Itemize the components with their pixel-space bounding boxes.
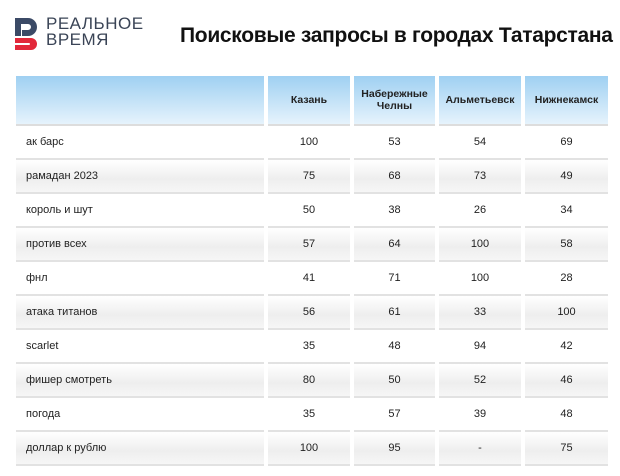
- page-title: Поисковые запросы в городах Татарстана: [180, 24, 613, 47]
- query-cell: король и шут: [16, 194, 264, 228]
- table-row: погода 35 57 39 48: [16, 398, 608, 432]
- query-cell: фишер смотреть: [16, 364, 264, 398]
- value-cell: 100: [439, 262, 521, 296]
- query-cell: против всех: [16, 228, 264, 262]
- value-cell: 48: [354, 330, 435, 364]
- header-query: [16, 76, 264, 126]
- table-row: рамадан 2023 75 68 73 49: [16, 160, 608, 194]
- value-cell: 100: [525, 296, 608, 330]
- value-cell: 68: [354, 160, 435, 194]
- logo-line2: ВРЕМЯ: [46, 30, 109, 49]
- value-cell: -: [439, 432, 521, 466]
- search-table: Казань Набережные Челны Альметьевск Нижн…: [12, 76, 612, 466]
- value-cell: 75: [268, 160, 350, 194]
- value-cell: 94: [439, 330, 521, 364]
- value-cell: 50: [354, 364, 435, 398]
- value-cell: 100: [268, 126, 350, 160]
- value-cell: 48: [525, 398, 608, 432]
- header-almetyevsk: Альметьевск: [439, 76, 521, 126]
- value-cell: 53: [354, 126, 435, 160]
- logo-line1: РЕАЛЬНОЕ: [46, 14, 144, 33]
- query-cell: рамадан 2023: [16, 160, 264, 194]
- value-cell: 100: [268, 432, 350, 466]
- value-cell: 64: [354, 228, 435, 262]
- value-cell: 50: [268, 194, 350, 228]
- table-row: фишер смотреть 80 50 52 46: [16, 364, 608, 398]
- header-row: Казань Набережные Челны Альметьевск Нижн…: [16, 76, 608, 126]
- header-chelny: Набережные Челны: [354, 76, 435, 126]
- value-cell: 100: [439, 228, 521, 262]
- value-cell: 57: [354, 398, 435, 432]
- query-cell: scarlet: [16, 330, 264, 364]
- logo-icon: [15, 18, 37, 50]
- value-cell: 57: [268, 228, 350, 262]
- value-cell: 52: [439, 364, 521, 398]
- value-cell: 26: [439, 194, 521, 228]
- query-cell: погода: [16, 398, 264, 432]
- value-cell: 35: [268, 330, 350, 364]
- query-cell: ак барс: [16, 126, 264, 160]
- query-cell: фнл: [16, 262, 264, 296]
- value-cell: 41: [268, 262, 350, 296]
- value-cell: 58: [525, 228, 608, 262]
- value-cell: 56: [268, 296, 350, 330]
- value-cell: 95: [354, 432, 435, 466]
- header-kazan: Казань: [268, 76, 350, 126]
- value-cell: 49: [525, 160, 608, 194]
- value-cell: 42: [525, 330, 608, 364]
- value-cell: 35: [268, 398, 350, 432]
- table-row: фнл 41 71 100 28: [16, 262, 608, 296]
- table-row: король и шут 50 38 26 34: [16, 194, 608, 228]
- query-cell: доллар к рублю: [16, 432, 264, 466]
- value-cell: 38: [354, 194, 435, 228]
- table-row: доллар к рублю 100 95-75: [16, 432, 608, 466]
- value-cell: 80: [268, 364, 350, 398]
- value-cell: 69: [525, 126, 608, 160]
- table-row: ак барс 100 53 54 69: [16, 126, 608, 160]
- value-cell: 33: [439, 296, 521, 330]
- value-cell: 28: [525, 262, 608, 296]
- logo-text: РЕАЛЬНОЕ ВРЕМЯ: [46, 14, 144, 49]
- value-cell: 46: [525, 364, 608, 398]
- table-row: scarlet 35 48 94 42: [16, 330, 608, 364]
- query-cell: атака титанов: [16, 296, 264, 330]
- value-cell: 39: [439, 398, 521, 432]
- value-cell: 61: [354, 296, 435, 330]
- value-cell: 71: [354, 262, 435, 296]
- table-row: против всех 57 64 100 58: [16, 228, 608, 262]
- value-cell: 34: [525, 194, 608, 228]
- value-cell: 54: [439, 126, 521, 160]
- value-cell: 73: [439, 160, 521, 194]
- table-row: атака титанов 56 61 33 100: [16, 296, 608, 330]
- header-nizhnekamsk: Нижнекамск: [525, 76, 608, 126]
- value-cell: 75: [525, 432, 608, 466]
